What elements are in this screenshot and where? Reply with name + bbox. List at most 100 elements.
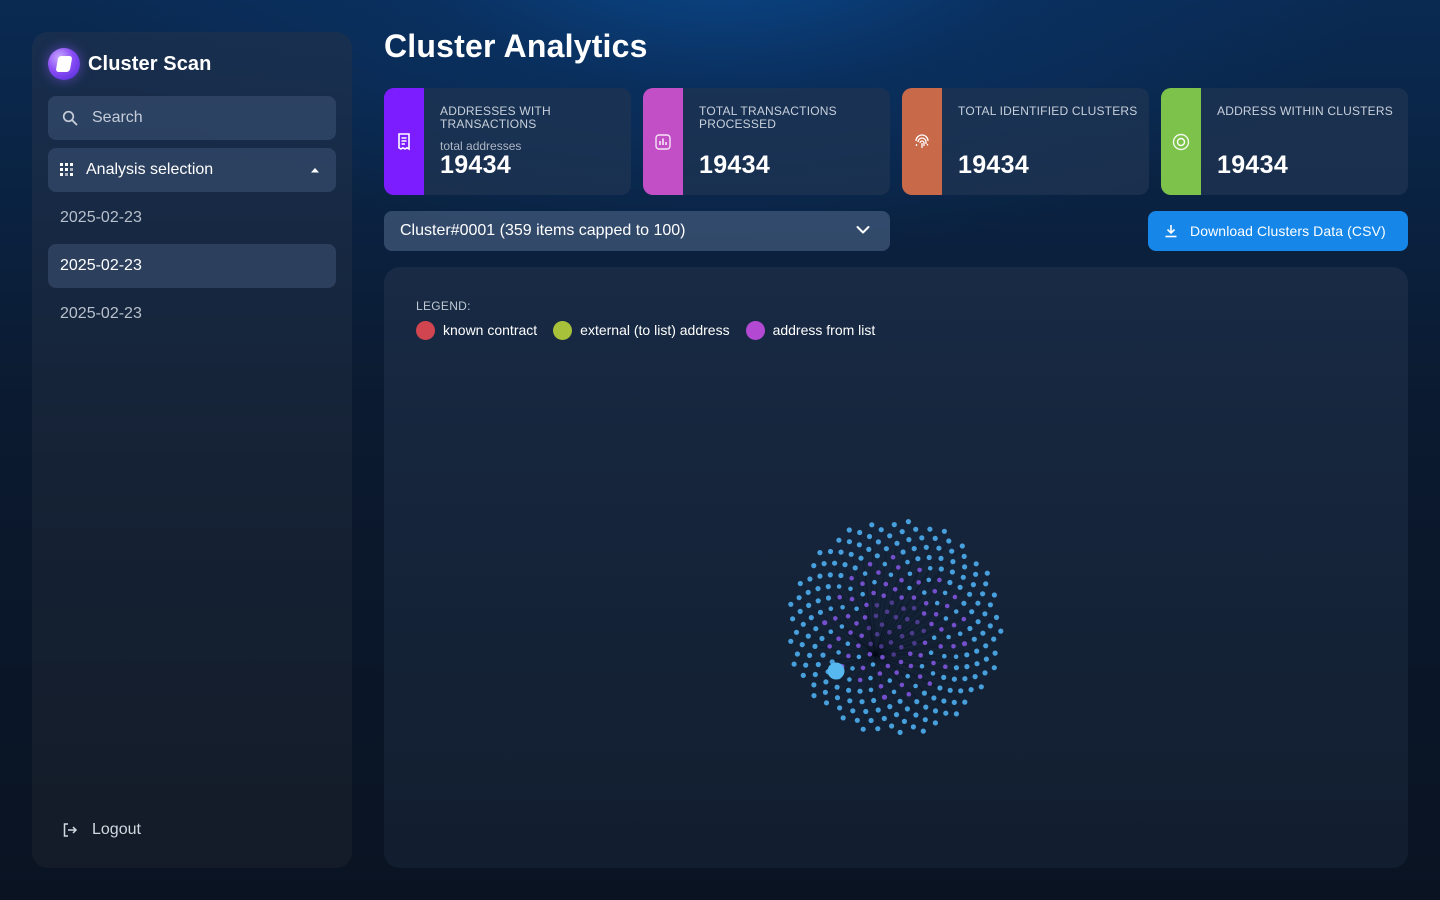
graph-node[interactable] [949,569,956,575]
graph-node[interactable] [891,689,897,695]
graph-node[interactable] [983,643,989,649]
graph-node[interactable] [998,628,1004,634]
graph-node[interactable] [927,526,933,532]
graph-node[interactable] [905,616,910,622]
graph-node[interactable] [899,644,904,650]
graph-node[interactable] [982,670,988,676]
graph-node[interactable] [941,674,947,680]
graph-node[interactable] [946,634,951,640]
graph-node[interactable] [932,535,938,541]
graph-node[interactable] [953,609,959,614]
graph-node[interactable] [897,729,903,735]
graph-node[interactable] [915,619,920,625]
graph-node[interactable] [960,574,966,580]
graph-node[interactable] [953,711,960,717]
graph-node[interactable] [923,704,929,710]
graph-node[interactable] [822,689,828,695]
graph-node[interactable] [991,636,997,642]
graph-node[interactable] [882,561,888,567]
graph-node[interactable] [970,582,977,588]
graph-node[interactable] [854,621,859,626]
graph-node[interactable] [993,614,1000,620]
graph-node[interactable] [811,682,817,688]
graph-node[interactable] [820,652,826,658]
graph-node[interactable] [921,690,928,696]
graph-node[interactable] [848,630,853,635]
graph-node[interactable] [901,718,908,724]
graph-node[interactable] [982,611,988,617]
graph-node[interactable] [922,640,928,646]
graph-node[interactable] [846,527,852,533]
graph-node[interactable] [823,679,829,685]
graph-node[interactable] [825,595,832,601]
graph-node[interactable] [849,575,854,581]
graph-node[interactable] [931,635,937,640]
graph-node[interactable] [916,580,921,585]
graph-node[interactable] [887,533,893,539]
graph-node[interactable] [943,664,948,669]
graph-node[interactable] [991,592,998,598]
graph-node[interactable] [867,561,873,567]
graph-node[interactable] [850,666,855,671]
graph-node[interactable] [812,643,818,649]
graph-node[interactable] [931,660,936,666]
graph-node[interactable] [858,555,864,561]
graph-node[interactable] [950,559,956,565]
graph-node[interactable] [969,609,975,615]
brand[interactable]: Cluster Scan [48,48,211,80]
graph-node[interactable] [877,671,883,676]
graph-node[interactable] [868,641,873,647]
graph-node[interactable] [875,539,881,545]
graph-node[interactable] [881,694,888,700]
graph-node[interactable] [887,678,893,683]
graph-node[interactable] [806,602,812,608]
graph-node[interactable] [939,627,944,632]
graph-node[interactable] [883,546,889,552]
graph-node[interactable] [983,656,990,662]
graph-node[interactable] [807,652,813,658]
cluster-select[interactable]: Cluster#0001 (359 items capped to 100) [384,211,890,251]
graph-node[interactable] [845,613,851,619]
graph-node[interactable] [832,560,838,566]
graph-node[interactable] [868,687,874,693]
graph-node[interactable] [860,581,865,586]
graph-node[interactable] [813,626,819,632]
graph-node[interactable] [961,641,968,647]
graph-node[interactable] [973,571,979,577]
graph-node[interactable] [974,648,980,654]
graph-node[interactable] [915,556,921,562]
graph-node[interactable] [856,654,862,660]
graph-node[interactable] [883,581,889,587]
graph-node[interactable] [959,543,965,549]
graph-node[interactable] [805,589,811,595]
graph-node[interactable] [828,629,834,634]
graph-node[interactable] [908,651,913,657]
graph-node[interactable] [941,698,947,704]
graph-node[interactable] [852,565,858,571]
graph-node[interactable] [920,728,926,734]
graph-node[interactable] [797,608,803,614]
graph-node[interactable] [846,539,852,545]
graph-node[interactable] [904,706,911,712]
graph-node[interactable] [906,692,912,697]
graph-node[interactable] [800,621,806,627]
graph-node[interactable] [827,548,834,555]
graph-node[interactable] [899,577,904,583]
graph-node[interactable] [866,546,872,552]
graph-node[interactable] [815,598,821,604]
graph-node[interactable] [942,590,948,596]
graph-node[interactable] [898,659,904,665]
graph-node[interactable] [833,616,838,621]
graph-node[interactable] [856,643,861,649]
graph-node[interactable] [812,671,818,678]
graph-node[interactable] [811,693,817,699]
graph-node[interactable] [913,526,919,532]
graph-node[interactable] [949,548,955,554]
graph-node[interactable] [957,631,963,636]
graph-node[interactable] [873,613,879,619]
graph-node[interactable] [946,538,952,544]
graph-node[interactable] [874,553,880,559]
graph-node[interactable] [919,535,925,541]
graph-node[interactable] [951,644,956,649]
graph-node[interactable] [991,665,997,671]
